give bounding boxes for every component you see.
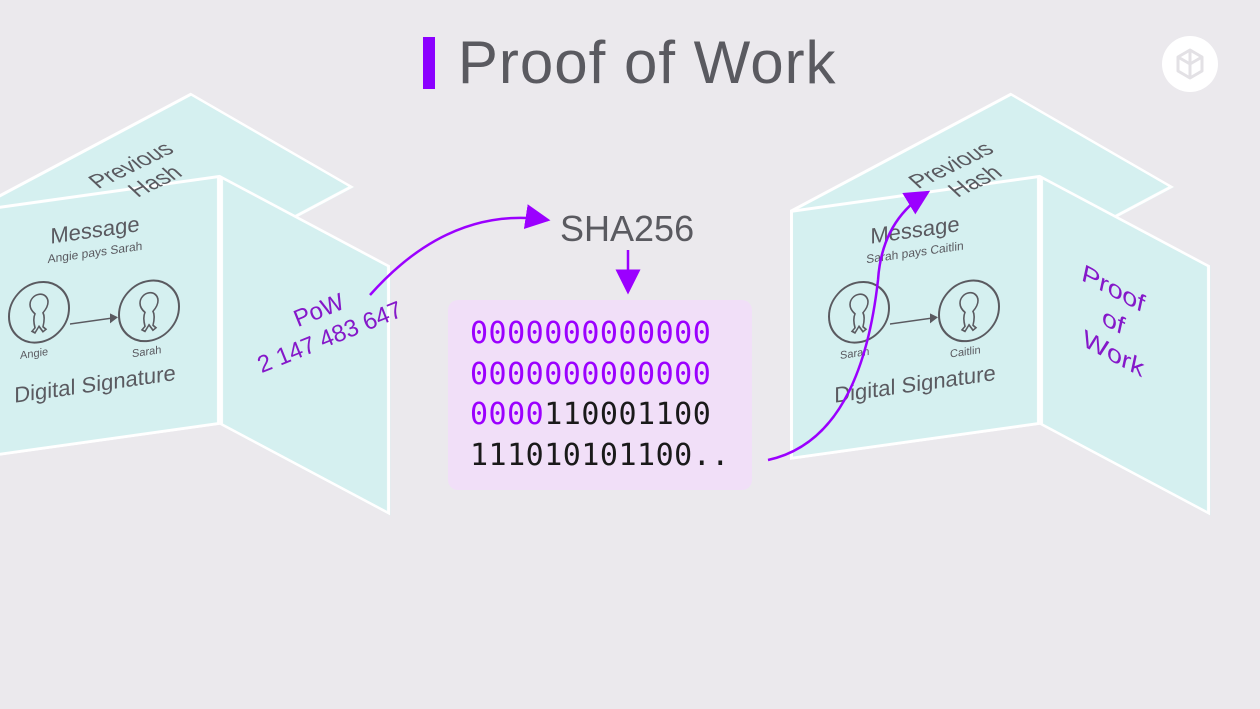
receiver-name: Sarah: [132, 344, 161, 360]
receiver-name: Caitlin: [950, 344, 981, 360]
sender-name: Sarah: [840, 346, 869, 362]
arrow-icon: [888, 308, 940, 333]
arrow-icon: [68, 308, 120, 333]
sha256-label: SHA256: [560, 208, 694, 250]
hash-output: 0000000000000000000000000000001100011001…: [448, 300, 752, 490]
logo-icon: [1173, 47, 1207, 81]
sender-name: Angie: [20, 346, 48, 362]
sender-avatar: [828, 277, 890, 348]
title-text: Proof of Work: [458, 28, 837, 97]
block-front-content: Message Sarah pays Caitlin Sarah Caitlin…: [790, 200, 1040, 415]
receiver-avatar: [938, 275, 1000, 346]
arrow-block-to-sha: [370, 218, 548, 295]
diagram-stage: Previous Hash Previous Hash Message Angi…: [0, 150, 1260, 590]
block-front-content: Message Angie pays Sarah Angie Sarah Dig…: [0, 200, 220, 415]
page-title: Proof of Work: [0, 28, 1260, 97]
receiver-avatar: [118, 275, 180, 346]
title-accent-bar: [423, 37, 435, 89]
sender-avatar: [8, 277, 70, 348]
brand-logo: [1162, 36, 1218, 92]
